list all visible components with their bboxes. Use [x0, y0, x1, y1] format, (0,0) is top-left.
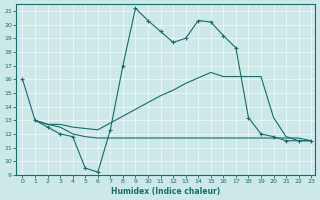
X-axis label: Humidex (Indice chaleur): Humidex (Indice chaleur): [111, 187, 220, 196]
